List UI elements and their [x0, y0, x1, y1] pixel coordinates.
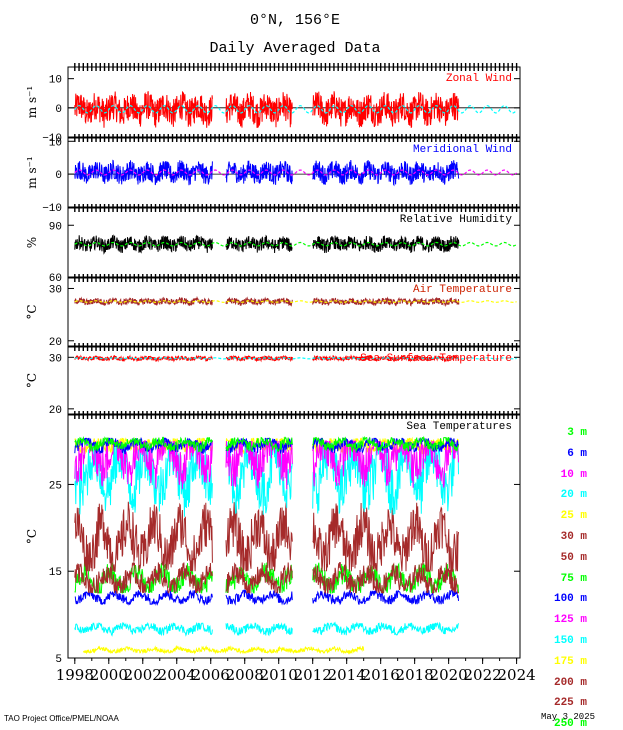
- climatology-line: [74, 357, 517, 360]
- x-tick-label: 2016: [362, 666, 400, 684]
- footer-date: May 3 2025: [541, 712, 596, 722]
- series-line-3-m: [74, 435, 459, 454]
- footer-credit: TAO Project Office/PMEL/NOAA: [4, 714, 119, 723]
- y-tick-label: −10: [42, 133, 62, 145]
- y-tick-label: 20: [49, 337, 62, 349]
- legend-item: 10 m: [560, 468, 587, 481]
- series-line-30-m: [74, 501, 459, 572]
- x-tick-label: 2008: [226, 666, 264, 684]
- panel-frame: [67, 277, 521, 347]
- panel-frame: [67, 66, 521, 138]
- x-tick-label: 2010: [260, 666, 298, 684]
- y-tick-label: 90: [49, 221, 62, 233]
- series-line: [74, 234, 460, 255]
- panel-unit: m s⁻¹: [25, 156, 39, 189]
- panel-frame: [67, 346, 521, 415]
- series-line-150-m: [74, 621, 459, 637]
- climatology-line: [74, 169, 517, 176]
- legend-item: 6 m: [567, 447, 587, 460]
- panel-relative-humidity: 90 60% Relative Humidity: [25, 207, 521, 285]
- y-tick-label: 30: [49, 353, 62, 365]
- year-tick-band: [74, 63, 518, 71]
- x-tick-label: 2018: [396, 666, 434, 684]
- panel-label: Meridional Wind: [413, 144, 512, 156]
- series-line-175-m: [82, 645, 365, 655]
- year-tick-band: [74, 343, 518, 351]
- series-line-50-m: [74, 562, 459, 595]
- x-tick-label: 2004: [158, 666, 196, 684]
- year-tick-band: [74, 204, 518, 212]
- y-tick-label: 0: [55, 104, 62, 116]
- panel-sea-temperatures: 25 15 5 °C Sea Temperatures: [25, 414, 521, 666]
- x-tick-label: 2006: [192, 666, 230, 684]
- climatology-line: [74, 241, 517, 247]
- x-tick-label: 2022: [464, 666, 502, 684]
- y-tick-label: 0: [55, 170, 62, 182]
- series-line: [74, 159, 460, 187]
- legend-item: 250 m: [553, 718, 587, 730]
- x-tick-label: 2014: [328, 666, 366, 684]
- year-tick-band: [74, 274, 518, 282]
- legend-item: 25 m: [560, 510, 587, 523]
- y-tick-label: 10: [49, 75, 62, 87]
- legend-item: 3 m: [567, 427, 587, 439]
- legend-item: 175 m: [553, 655, 587, 668]
- panel-unit: °C: [25, 373, 39, 388]
- y-tick-label: 15: [49, 567, 62, 579]
- panel-label: Relative Humidity: [400, 214, 513, 226]
- panel-label: Sea Temperatures: [406, 421, 512, 433]
- legend-item: 150 m: [553, 635, 587, 647]
- panel-label: Sea Surface Temperature: [360, 353, 512, 365]
- legend-item: 20 m: [560, 489, 587, 502]
- panel-frame: [67, 137, 521, 208]
- panel-frame: [67, 207, 521, 278]
- y-tick-label: 20: [49, 405, 62, 417]
- x-tick-label: 2024: [498, 666, 536, 684]
- legend-item: 50 m: [560, 551, 587, 564]
- panel-meridional-wind: 10 0 −10 m s⁻¹ Meridional Wind: [25, 137, 521, 215]
- y-axis-label: °C: [25, 529, 39, 544]
- climatology-line: [74, 300, 517, 303]
- year-tick-band: [74, 134, 518, 142]
- y-tick-label: 25: [49, 480, 62, 492]
- legend-item: 225 m: [553, 697, 587, 710]
- x-tick-label: 2000: [90, 666, 128, 684]
- series-line: [74, 91, 460, 128]
- panel-sea-surface-temperature: 30 20 °C Sea Surface Temperature: [25, 346, 521, 417]
- legend-item: 75 m: [560, 572, 587, 585]
- panel-unit: °C: [25, 304, 39, 319]
- x-axis: 1998200020022004200620082010201220142016…: [56, 658, 536, 684]
- y-tick-label: −10: [42, 203, 62, 215]
- chart-subtitle: Daily Averaged Data: [209, 40, 381, 57]
- x-tick-label: 1998: [56, 666, 94, 684]
- panel-air-temperature: 30 20 °C Air Temperature: [25, 277, 521, 349]
- panel-frame: [67, 414, 521, 659]
- panel-label: Zonal Wind: [446, 73, 512, 85]
- legend-item: 125 m: [553, 614, 587, 627]
- x-tick-label: 2002: [124, 666, 162, 684]
- series-line: [74, 295, 460, 308]
- x-tick-label: 2012: [294, 666, 332, 684]
- y-tick-label: 10: [49, 137, 62, 149]
- panel-label: Air Temperature: [413, 284, 512, 296]
- series-line-100-m: [74, 588, 459, 607]
- y-tick-label: 5: [55, 654, 62, 666]
- y-tick-label: 30: [49, 284, 62, 296]
- y-tick-label: 60: [49, 273, 62, 285]
- panel-zonal-wind: 10 0 −10 m s⁻¹ Zonal Wind: [25, 66, 521, 145]
- climatology-line: [74, 105, 518, 114]
- chart-title: 0°N, 156°E: [249, 12, 340, 29]
- legend-item: 30 m: [560, 531, 587, 543]
- legend-item: 200 m: [553, 676, 587, 689]
- x-tick-label: 2020: [430, 666, 468, 684]
- panel-unit: %: [25, 237, 39, 248]
- panel-unit: m s⁻¹: [25, 86, 39, 119]
- legend-item: 100 m: [553, 593, 587, 606]
